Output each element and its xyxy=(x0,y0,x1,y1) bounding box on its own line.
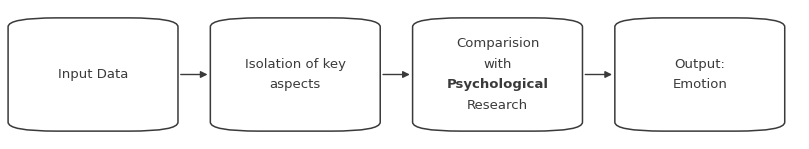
Text: Output:: Output: xyxy=(675,58,725,71)
FancyBboxPatch shape xyxy=(413,18,582,131)
Text: Isolation of key: Isolation of key xyxy=(245,58,345,71)
Text: aspects: aspects xyxy=(269,78,321,91)
Text: Emotion: Emotion xyxy=(672,78,727,91)
Text: with: with xyxy=(483,58,512,71)
FancyBboxPatch shape xyxy=(615,18,785,131)
Text: Psychological: Psychological xyxy=(447,78,549,91)
Text: Research: Research xyxy=(467,99,528,112)
Text: Input Data: Input Data xyxy=(58,68,128,81)
Text: Comparision: Comparision xyxy=(455,37,540,50)
FancyBboxPatch shape xyxy=(210,18,380,131)
FancyBboxPatch shape xyxy=(8,18,178,131)
